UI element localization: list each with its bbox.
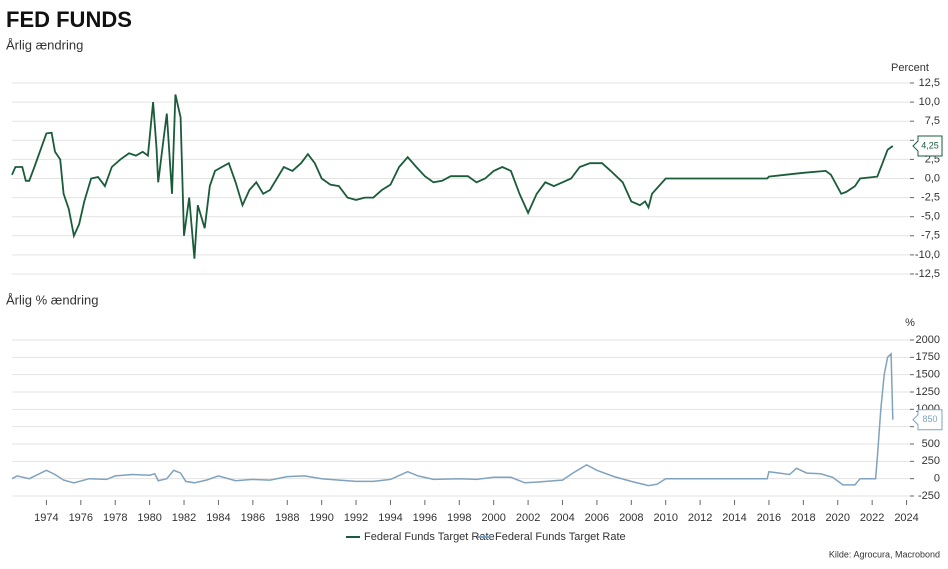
y-tick-label: 7,5 (925, 115, 940, 127)
y-tick-label: 0,0 (925, 172, 940, 184)
y-tick-label: -10,0 (915, 249, 940, 261)
x-tick-label: 2004 (550, 512, 574, 524)
x-tick-label: 2010 (653, 512, 677, 524)
x-tick-label: 1980 (137, 512, 161, 524)
y-tick-label: 1500 (916, 369, 940, 381)
x-tick-label: 2024 (894, 512, 918, 524)
x-tick-label: 1976 (69, 512, 93, 524)
y-tick-label: 2000 (916, 334, 940, 346)
y-tick-label: 1750 (916, 351, 940, 363)
y-tick-label: -5,0 (921, 211, 940, 223)
x-tick-label: 2016 (757, 512, 781, 524)
x-tick-label: 2022 (860, 512, 884, 524)
y-tick-label: 12,5 (919, 77, 940, 89)
x-tick-label: 2020 (826, 512, 850, 524)
value-callout (912, 135, 943, 157)
x-tick-label: 2014 (722, 512, 746, 524)
chart-title: FED FUNDS (6, 7, 132, 32)
value-callout (912, 409, 943, 431)
x-tick-label: 1990 (309, 512, 333, 524)
x-tick-label: 1974 (34, 512, 58, 524)
legend-label: Federal Funds Target Rate (495, 531, 626, 543)
line-series (11, 352, 894, 487)
subtitle: Årlig ændring (6, 37, 83, 52)
value-label: 850 (922, 414, 937, 424)
y-tick-label: 0 (934, 473, 940, 485)
line-series (11, 94, 894, 259)
x-tick-label: 2002 (516, 512, 540, 524)
x-tick-label: 1992 (344, 512, 368, 524)
subtitle: Årlig % ændring (6, 292, 99, 307)
x-tick-label: 1986 (241, 512, 265, 524)
x-tick-label: 2018 (791, 512, 815, 524)
y-tick-label: 1250 (916, 386, 940, 398)
x-tick-label: 2008 (619, 512, 643, 524)
x-tick-label: 2012 (688, 512, 712, 524)
y-tick-label: -7,5 (921, 230, 940, 242)
source: Kilde: Agrocura, Macrobond (829, 549, 940, 559)
y-tick-label: -12,5 (915, 268, 940, 280)
legend-label: Federal Funds Target Rate (364, 531, 495, 543)
y-axis-label: Percent (891, 62, 929, 74)
x-tick-label: 1998 (447, 512, 471, 524)
value-label: 4,25 (921, 140, 939, 150)
x-tick-label: 1982 (172, 512, 196, 524)
x-tick-label: 1978 (103, 512, 127, 524)
y-tick-label: -250 (918, 490, 940, 502)
y-axis-label: % (905, 317, 915, 329)
y-tick-label: 250 (922, 455, 940, 467)
x-tick-label: 1996 (413, 512, 437, 524)
y-tick-label: 500 (922, 438, 940, 450)
x-tick-label: 2000 (481, 512, 505, 524)
x-tick-label: 2006 (585, 512, 609, 524)
x-tick-label: 1988 (275, 512, 299, 524)
x-tick-label: 1994 (378, 512, 402, 524)
y-tick-label: 10,0 (919, 96, 940, 108)
y-tick-label: -2,5 (921, 192, 940, 204)
x-tick-label: 1984 (206, 512, 230, 524)
